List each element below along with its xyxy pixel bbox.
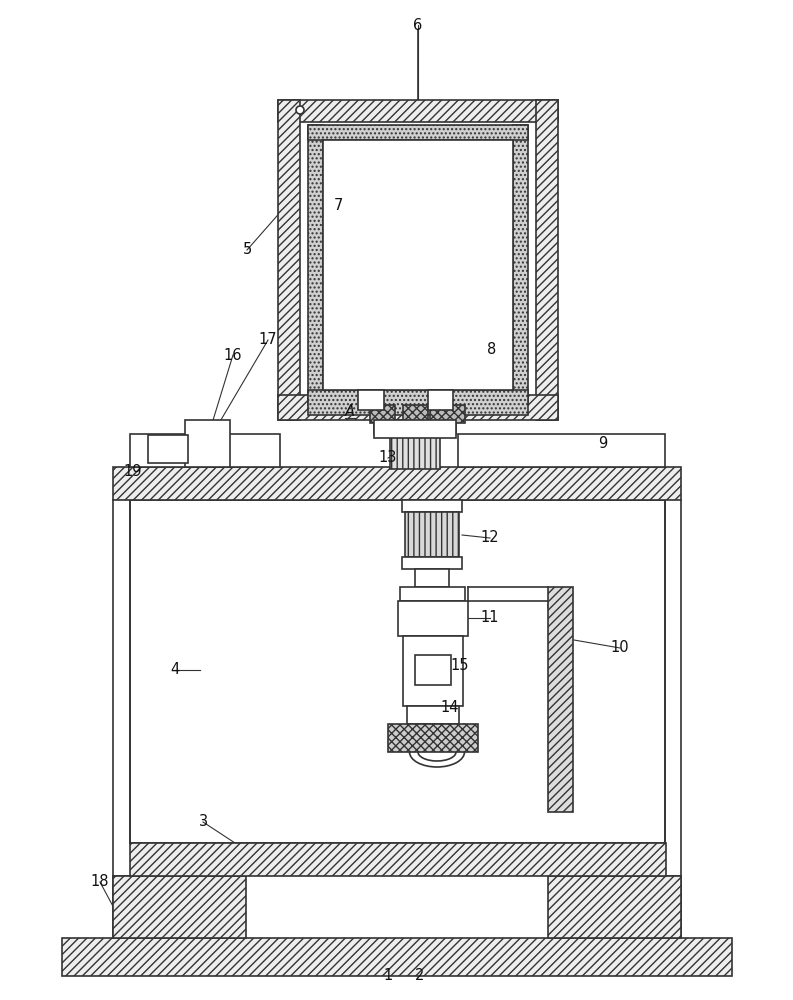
Bar [415, 569, 449, 587]
Text: 8: 8 [488, 342, 496, 358]
Bar [548, 587, 573, 812]
Bar [513, 125, 528, 405]
Bar [398, 601, 468, 636]
Text: 5: 5 [243, 242, 251, 257]
Bar [403, 636, 463, 706]
Bar [400, 587, 465, 601]
Bar [407, 706, 459, 724]
Text: A: A [345, 404, 355, 420]
Bar [370, 405, 395, 423]
Bar [278, 100, 300, 420]
Bar [148, 435, 188, 463]
Text: 7: 7 [333, 198, 343, 213]
Text: 15: 15 [450, 658, 469, 672]
Bar [430, 405, 465, 423]
Bar [278, 395, 558, 420]
Text: 12: 12 [481, 530, 500, 546]
Text: 18: 18 [90, 874, 109, 890]
Text: 17: 17 [259, 332, 278, 348]
Bar [130, 843, 666, 876]
Bar [415, 655, 451, 685]
Bar [130, 434, 280, 467]
Bar [358, 390, 384, 410]
Bar [405, 512, 459, 557]
Text: 2: 2 [416, 968, 425, 982]
Text: 19: 19 [124, 464, 142, 480]
Text: 4: 4 [170, 662, 180, 678]
Text: 13: 13 [379, 450, 397, 466]
Circle shape [296, 106, 304, 114]
Text: 14: 14 [441, 700, 459, 716]
Bar [308, 390, 528, 415]
Text: 9: 9 [599, 436, 607, 452]
Bar [403, 405, 428, 423]
Bar [390, 434, 440, 469]
Bar [428, 390, 453, 410]
Bar [536, 100, 558, 420]
Text: 16: 16 [224, 348, 242, 362]
Text: 10: 10 [611, 641, 630, 656]
Bar [308, 125, 528, 140]
Bar [308, 125, 323, 405]
Bar [323, 140, 513, 390]
Bar [548, 876, 681, 938]
Bar [185, 420, 230, 467]
Bar [113, 876, 246, 938]
Text: 1: 1 [383, 968, 393, 982]
Bar [278, 100, 558, 122]
Bar [458, 434, 665, 467]
Bar [62, 938, 732, 976]
Bar [402, 500, 462, 512]
Text: 11: 11 [481, 610, 500, 626]
Bar [388, 724, 478, 752]
Bar [113, 467, 681, 500]
Text: 6: 6 [413, 17, 423, 32]
Bar [402, 557, 462, 569]
Text: 3: 3 [198, 814, 208, 830]
Bar [374, 420, 456, 438]
